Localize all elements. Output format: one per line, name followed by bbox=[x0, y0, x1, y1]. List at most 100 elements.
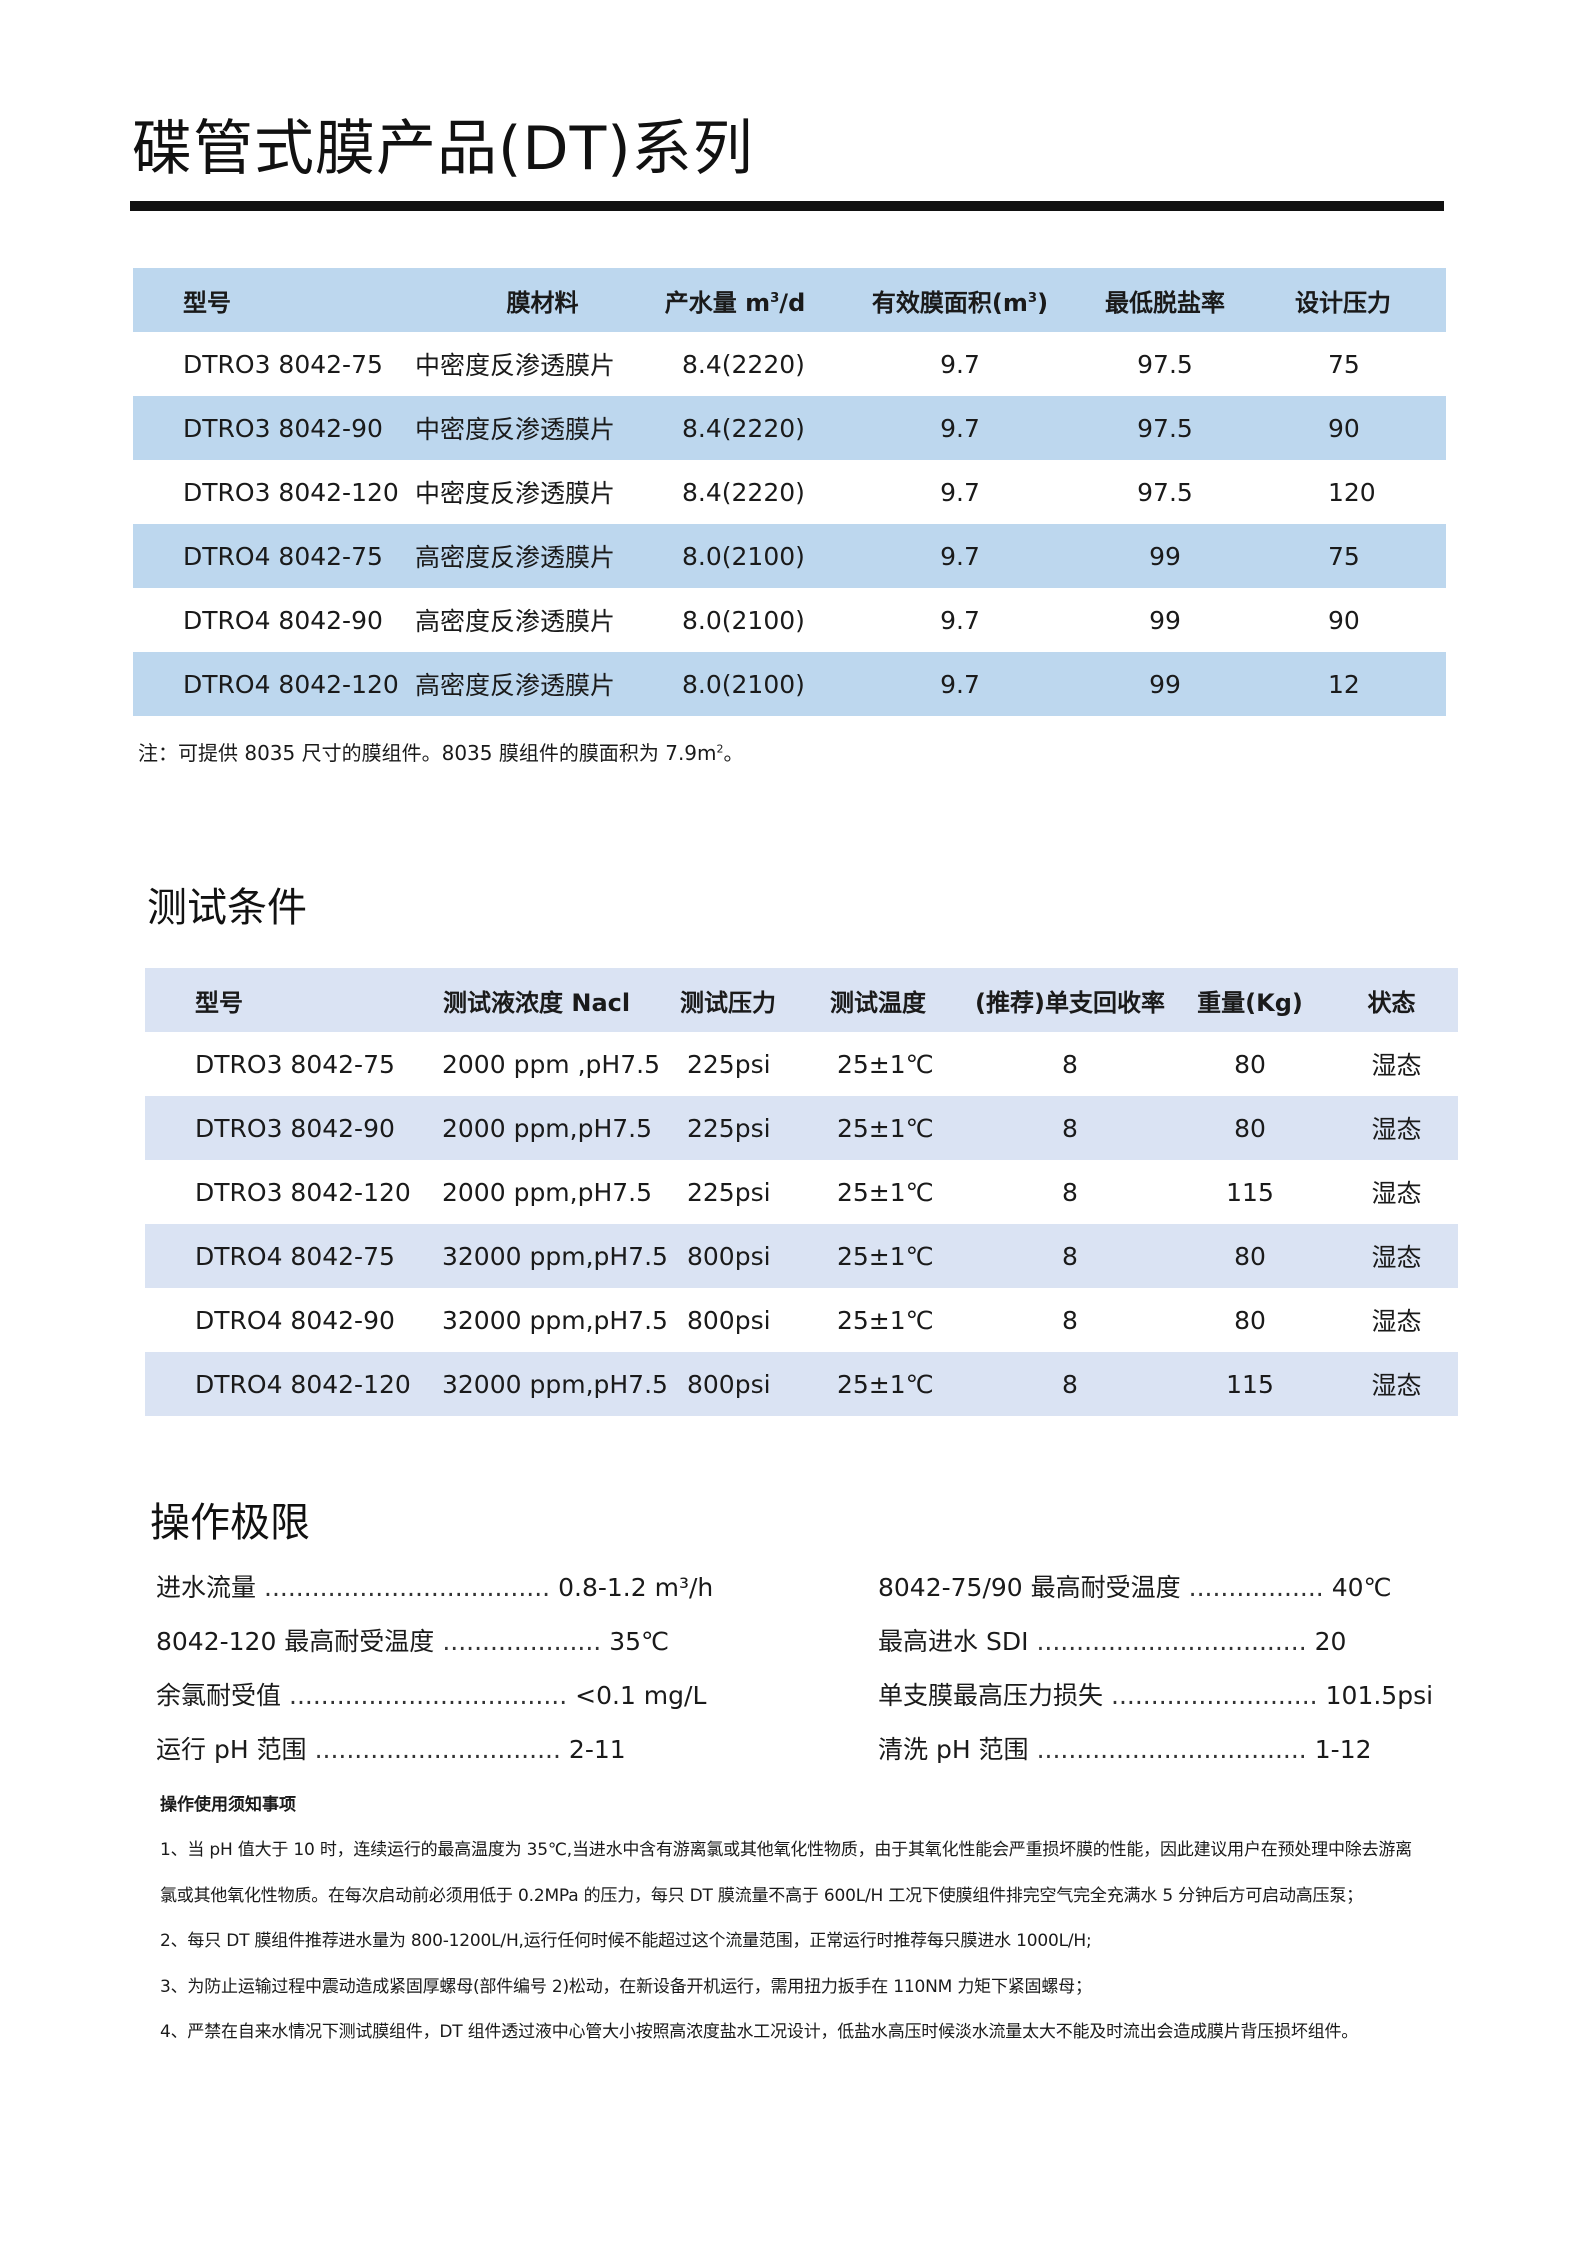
table-cell: 8 bbox=[1062, 1177, 1078, 1207]
page-title: 碟管式膜产品(DT)系列 bbox=[132, 114, 754, 184]
table-cell: 高密度反渗透膜片 bbox=[415, 607, 616, 636]
table-cell: 225psi bbox=[687, 1049, 771, 1079]
table-cell: 8.0(2100) bbox=[682, 669, 805, 699]
title-divider bbox=[130, 201, 1444, 211]
table-cell: 32000 ppm,pH7.5 bbox=[442, 1369, 668, 1399]
header-model: 型号 bbox=[183, 288, 231, 317]
table-cell: 25±1℃ bbox=[837, 1113, 934, 1143]
table-cell: DTRO4 8042-120 bbox=[183, 669, 399, 699]
table-row: DTRO3 8042-120 2000 ppm,pH7.5 225psi 25±1℃ 8… bbox=[145, 1160, 1458, 1224]
table-cell: 8.4(2220) bbox=[682, 413, 805, 443]
table-cell: 8 bbox=[1062, 1049, 1078, 1079]
table-cell: 99 bbox=[1149, 605, 1181, 635]
table-cell: 9.7 bbox=[940, 605, 980, 635]
note-line: 1、当 pH 值大于 10 时，连续运行的最高温度为 35℃,当进水中含有游离氯… bbox=[160, 1840, 1412, 1860]
limit-item: 运行 pH 范围............................... 2… bbox=[156, 1730, 626, 1766]
limit-leader-dots: ................................... bbox=[289, 1681, 568, 1710]
table-cell: 8 bbox=[1062, 1113, 1078, 1143]
section-title-test-conditions: 测试条件 bbox=[147, 885, 307, 931]
header-area: 有效膜面积(m3) bbox=[871, 288, 1049, 317]
header-material: 膜材料 bbox=[506, 288, 579, 317]
table-row: DTRO4 8042-90 高密度反渗透膜片 8.0(2100) 9.7 99 90 bbox=[133, 588, 1446, 652]
table-cell: 25±1℃ bbox=[837, 1305, 934, 1335]
table-row: DTRO4 8042-120 高密度反渗透膜片 8.0(2100) 9.7 99 12 bbox=[133, 652, 1446, 716]
table-cell: 120 bbox=[1328, 477, 1376, 507]
table-row: DTRO4 8042-75 32000 ppm,pH7.5 800psi 25±1℃ 8… bbox=[145, 1224, 1458, 1288]
limit-value: 40℃ bbox=[1331, 1573, 1392, 1602]
limit-leader-dots: .................... bbox=[442, 1627, 602, 1656]
limit-leader-dots: .......................... bbox=[1111, 1681, 1318, 1710]
table-header-cell: 状态 bbox=[1367, 988, 1416, 1017]
limit-leader-dots: ................. bbox=[1188, 1573, 1324, 1602]
header-pressure: 设计压力 bbox=[1295, 288, 1391, 317]
limit-value: <0.1 mg/L bbox=[575, 1681, 707, 1710]
limit-item: 8042-120 最高耐受温度.................... 35℃ bbox=[156, 1622, 669, 1658]
table-cell: 115 bbox=[1226, 1177, 1274, 1207]
table-row: DTRO3 8042-75 2000 ppm ,pH7.5 225psi 25±1℃ 8… bbox=[145, 1032, 1458, 1096]
table-cell: 2000 ppm ,pH7.5 bbox=[442, 1049, 660, 1079]
table-cell: 25±1℃ bbox=[837, 1177, 934, 1207]
table-cell: 25±1℃ bbox=[837, 1049, 934, 1079]
table-header-cell: (推荐)单支回收率 bbox=[975, 988, 1165, 1017]
table-cell: DTRO4 8042-90 bbox=[195, 1305, 395, 1335]
table-cell: 99 bbox=[1149, 541, 1181, 571]
limit-item: 最高进水 SDI................................… bbox=[878, 1622, 1346, 1658]
table-cell: 97.5 bbox=[1137, 413, 1193, 443]
table-cell: 75 bbox=[1328, 349, 1360, 379]
table-cell: 湿态 bbox=[1371, 1051, 1422, 1080]
table-cell: DTRO3 8042-90 bbox=[183, 413, 383, 443]
table-cell: DTRO3 8042-120 bbox=[195, 1177, 411, 1207]
table-cell: 湿态 bbox=[1371, 1307, 1422, 1336]
table-header-cell: 重量(Kg) bbox=[1197, 988, 1303, 1017]
limit-label: 运行 pH 范围 bbox=[156, 1735, 307, 1764]
limit-label: 8042-120 最高耐受温度 bbox=[156, 1627, 435, 1656]
table-cell: 9.7 bbox=[940, 541, 980, 571]
table-cell: DTRO3 8042-75 bbox=[195, 1049, 395, 1079]
table-cell: 湿态 bbox=[1371, 1243, 1422, 1272]
table-cell: 225psi bbox=[687, 1177, 771, 1207]
table-cell: DTRO4 8042-75 bbox=[195, 1241, 395, 1271]
table-cell: 8.4(2220) bbox=[682, 477, 805, 507]
table-cell: 8.0(2100) bbox=[682, 541, 805, 571]
limit-label: 最高进水 SDI bbox=[878, 1627, 1029, 1656]
table-header: 型号 测试液浓度 Nacl 测试压力 测试温度 (推荐)单支回收率 重量(Kg) 状态 bbox=[145, 968, 1458, 1032]
table-cell: 32000 ppm,pH7.5 bbox=[442, 1241, 668, 1271]
table-cell: 800psi bbox=[687, 1369, 771, 1399]
table-cell: 湿态 bbox=[1371, 1371, 1422, 1400]
table-header-cell: 型号 bbox=[195, 988, 243, 1017]
table-cell: 800psi bbox=[687, 1305, 771, 1335]
table-row: DTRO4 8042-75 高密度反渗透膜片 8.0(2100) 9.7 99 75 bbox=[133, 524, 1446, 588]
table-cell: 32000 ppm,pH7.5 bbox=[442, 1305, 668, 1335]
table-cell: 800psi bbox=[687, 1241, 771, 1271]
limit-value: 20 bbox=[1314, 1627, 1347, 1656]
limit-value: 1-12 bbox=[1314, 1735, 1372, 1764]
table-row: DTRO3 8042-75 中密度反渗透膜片 8.4(2220) 9.7 97.5 75 bbox=[133, 332, 1446, 396]
table-cell: 湿态 bbox=[1371, 1179, 1422, 1208]
table-cell: 9.7 bbox=[940, 669, 980, 699]
table-cell: 中密度反渗透膜片 bbox=[415, 479, 616, 508]
table-cell: 8.0(2100) bbox=[682, 605, 805, 635]
table-header-cell: 测试压力 bbox=[680, 988, 776, 1017]
table-header-cell: 测试液浓度 Nacl bbox=[443, 988, 631, 1017]
table-header-cell: 测试温度 bbox=[830, 988, 926, 1017]
table-cell: 97.5 bbox=[1137, 477, 1193, 507]
table-cell: 80 bbox=[1234, 1241, 1266, 1271]
limit-value: 2-11 bbox=[568, 1735, 626, 1764]
table-cell: 2000 ppm,pH7.5 bbox=[442, 1177, 653, 1207]
table-cell: 12 bbox=[1328, 669, 1360, 699]
limit-leader-dots: .................................... bbox=[264, 1573, 551, 1602]
table-header: 型号 膜材料 产水量 m3/d 有效膜面积(m3) 最低脱盐率 设计压力 bbox=[133, 268, 1446, 332]
table-cell: DTRO3 8042-90 bbox=[195, 1113, 395, 1143]
limit-item: 进水流量....................................… bbox=[156, 1568, 713, 1604]
test-conditions-table: 型号 测试液浓度 Nacl 测试压力 测试温度 (推荐)单支回收率 重量(Kg) 状态 DT… bbox=[145, 968, 1458, 1416]
note-line: 氯或其他氧化性物质。在每次启动前必须用低于 0.2MPa 的压力，每只 DT 膜… bbox=[160, 1885, 1363, 1906]
table-row: DTRO4 8042-120 32000 ppm,pH7.5 800psi 25±1℃… bbox=[145, 1352, 1458, 1416]
table-cell: 中密度反渗透膜片 bbox=[415, 351, 616, 380]
table-row: DTRO3 8042-120 中密度反渗透膜片 8.4(2220) 9.7 97.5 12… bbox=[133, 460, 1446, 524]
table-cell: 9.7 bbox=[940, 349, 980, 379]
table-cell: DTRO4 8042-75 bbox=[183, 541, 383, 571]
table-cell: 8.4(2220) bbox=[682, 349, 805, 379]
table-cell: 75 bbox=[1328, 541, 1360, 571]
limit-value: 0.8-1.2 m³/h bbox=[558, 1573, 714, 1602]
limit-label: 余氯耐受值 bbox=[156, 1681, 282, 1710]
